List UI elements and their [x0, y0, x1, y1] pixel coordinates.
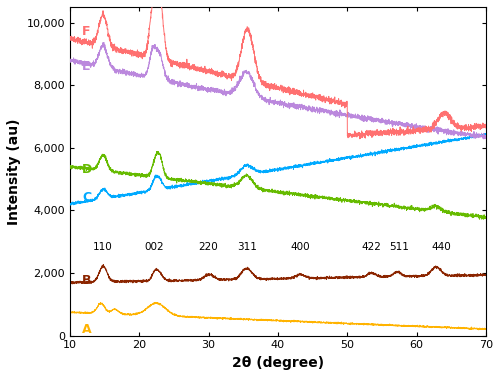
Text: B: B [82, 274, 92, 287]
Text: F: F [82, 26, 91, 38]
Text: 220: 220 [198, 242, 218, 252]
Text: 002: 002 [144, 242, 165, 252]
Text: 311: 311 [237, 242, 256, 252]
Text: A: A [82, 323, 92, 336]
Text: D: D [82, 163, 92, 176]
Text: 400: 400 [290, 242, 310, 252]
Text: 422: 422 [362, 242, 382, 252]
Y-axis label: Intensity (au): Intensity (au) [7, 118, 21, 225]
Text: 440: 440 [431, 242, 451, 252]
Text: 511: 511 [390, 242, 409, 252]
X-axis label: 2θ (degree): 2θ (degree) [232, 356, 324, 370]
Text: E: E [82, 60, 91, 73]
Text: 110: 110 [94, 242, 113, 252]
Text: C: C [82, 192, 92, 204]
